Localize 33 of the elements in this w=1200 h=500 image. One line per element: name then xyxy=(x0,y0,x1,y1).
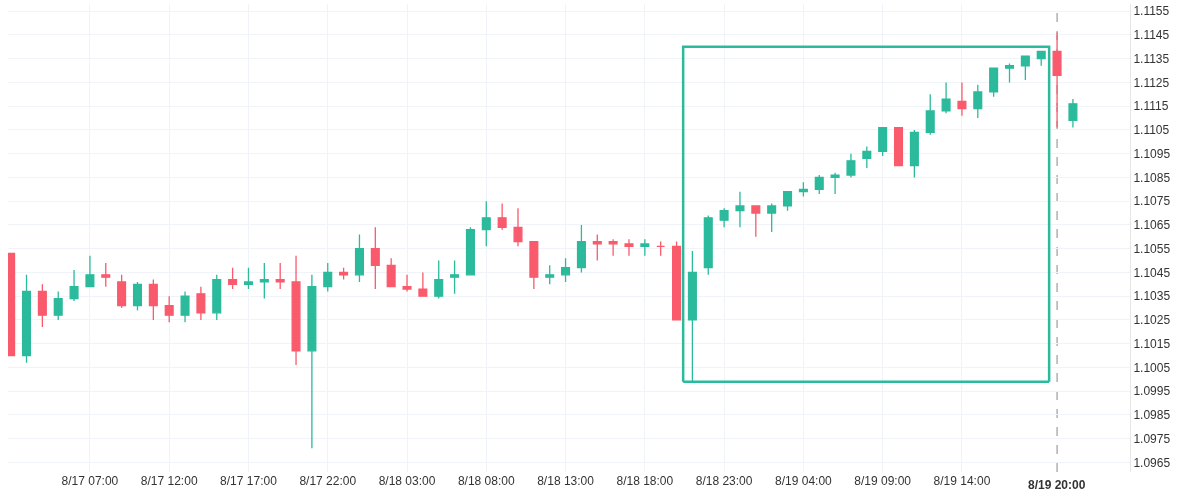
x-tick-label: 8/18 08:00 xyxy=(457,474,515,488)
x-tick-label: 8/19 09:00 xyxy=(854,474,912,488)
y-tick-label: 1.1125 xyxy=(1133,75,1170,90)
x-tick-label: 8/17 07:00 xyxy=(61,474,119,488)
ref-line-label: 8/19 20:00 xyxy=(1028,478,1086,492)
x-tick-label: 8/18 13:00 xyxy=(537,474,595,488)
y-tick-label: 1.1075 xyxy=(1133,194,1171,209)
x-tick-label: 8/18 23:00 xyxy=(695,474,753,488)
y-tick-label: 1.0995 xyxy=(1133,384,1171,399)
y-tick-label: 1.0965 xyxy=(1133,455,1171,470)
y-tick-label: 1.1065 xyxy=(1133,218,1171,233)
y-tick-label: 1.1115 xyxy=(1133,99,1169,114)
y-tick-label: 1.1025 xyxy=(1133,313,1171,328)
y-tick-label: 1.1135 xyxy=(1133,51,1170,66)
x-tick-label: 8/17 12:00 xyxy=(140,474,198,488)
y-tick-label: 1.1095 xyxy=(1133,146,1171,161)
y-tick-label: 1.1005 xyxy=(1133,360,1171,375)
y-tick-label: 1.1085 xyxy=(1133,170,1171,185)
y-tick-label: 1.0975 xyxy=(1133,431,1171,446)
x-tick-label: 8/18 18:00 xyxy=(616,474,674,488)
x-tick-label: 8/19 14:00 xyxy=(933,474,991,488)
y-tick-label: 1.1015 xyxy=(1133,336,1171,351)
y-tick-label: 1.1105 xyxy=(1133,123,1170,138)
y-tick-label: 1.1055 xyxy=(1133,241,1171,256)
x-tick-label: 8/17 22:00 xyxy=(299,474,357,488)
y-tick-label: 1.1035 xyxy=(1133,289,1171,304)
x-tick-label: 8/19 04:00 xyxy=(775,474,833,488)
y-tick-label: 1.0985 xyxy=(1133,408,1171,423)
y-tick-label: 1.1155 xyxy=(1133,4,1170,19)
x-tick-label: 8/17 17:00 xyxy=(220,474,278,488)
x-tick-label: 8/18 03:00 xyxy=(378,474,436,488)
y-tick-label: 1.1145 xyxy=(1133,28,1170,43)
y-tick-label: 1.1045 xyxy=(1133,265,1171,280)
